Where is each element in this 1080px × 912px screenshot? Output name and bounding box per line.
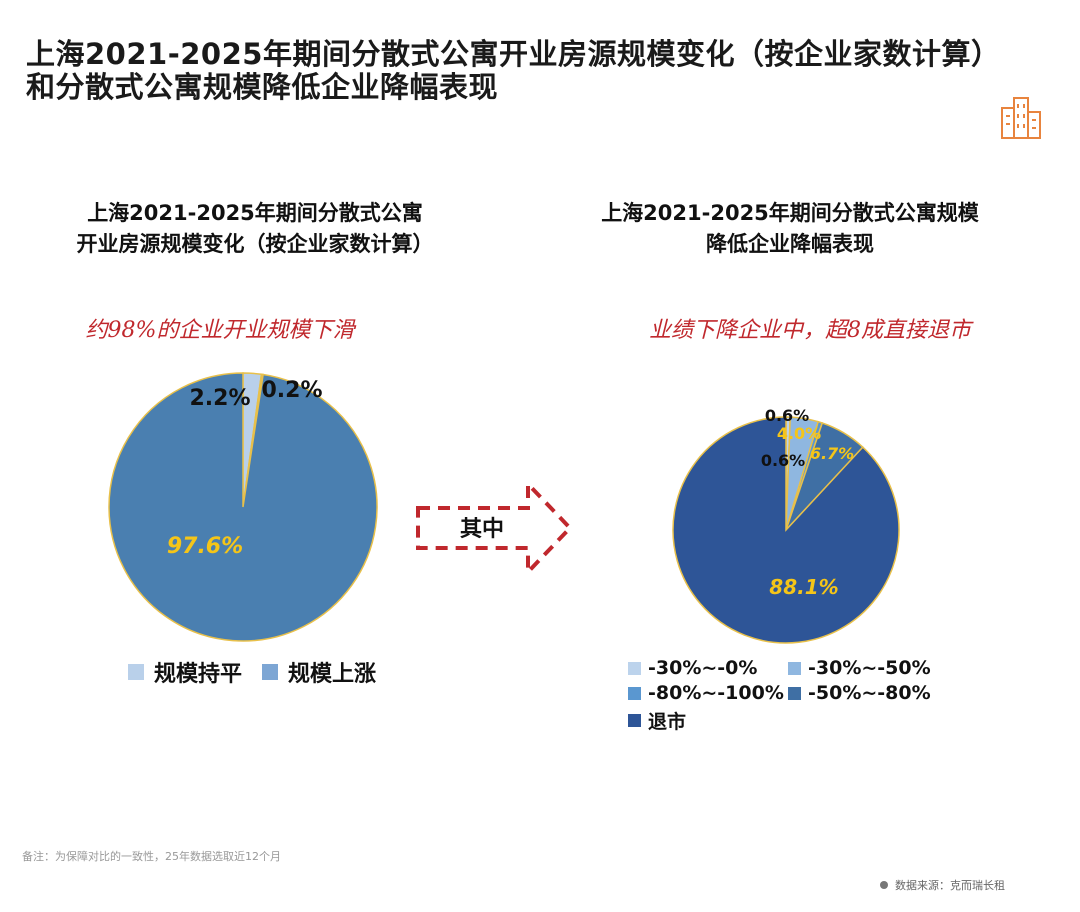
page-title-line-1: 上海2021-2025年期间分散式公寓开业房源规模变化（按企业家数计算） <box>26 37 1001 71</box>
legend-label: 规模持平 <box>154 662 243 687</box>
legend-item-30-50: -30%~-50% <box>788 657 931 679</box>
data-label: 97.6% <box>167 534 243 559</box>
legend-swatch <box>628 686 641 700</box>
arrow-label: 其中 <box>460 517 504 542</box>
legend-item-up: 规模上涨 <box>262 656 376 688</box>
legend-swatch <box>788 661 801 675</box>
page-title-line-2: 和分散式公寓规模降低企业降幅表现 <box>26 70 499 104</box>
right-chart-title: 上海2021-2025年期间分散式公寓规模 降低企业降幅表现 <box>560 198 1020 260</box>
legend-item-flat: 规模持平 <box>128 656 242 688</box>
legend-label: -30%~-0% <box>648 657 758 679</box>
data-label: 0.2% <box>261 378 322 403</box>
legend-label: -80%~-100% <box>648 682 784 704</box>
pie-slice <box>108 372 378 642</box>
legend-swatch <box>262 664 278 680</box>
right-chart-title-line-2: 降低企业降幅表现 <box>706 232 874 256</box>
dashed-arrow-icon: 其中 <box>416 479 573 577</box>
bullet-icon <box>880 881 888 889</box>
legend-item-80-100: -80%~-100% <box>628 682 784 704</box>
data-label: 0.6% <box>761 451 805 470</box>
page-title: 上海2021-2025年期间分散式公寓开业房源规模变化（按企业家数计算） 和分散… <box>26 38 1066 104</box>
legend-label: 退市 <box>648 711 687 733</box>
legend-swatch <box>628 661 641 675</box>
legend-item-50-80: -50%~-80% <box>788 682 931 704</box>
right-chart-title-line-1: 上海2021-2025年期间分散式公寓规模 <box>601 201 979 225</box>
footnote: 备注：为保障对比的一致性，25年数据选取近12个月 <box>22 850 281 863</box>
data-source-text: 数据来源：克而瑞长租 <box>895 879 1005 892</box>
legend-label: -50%~-80% <box>808 682 931 704</box>
building-icon <box>1001 97 1041 139</box>
legend-item-exit: 退市 <box>628 707 686 734</box>
arrow-callout: 其中 <box>410 478 580 582</box>
legend-item-0-30: -30%~-0% <box>628 657 757 679</box>
legend-swatch <box>128 664 144 680</box>
left-chart-title-line-2: 开业房源规模变化（按企业家数计算） <box>76 232 434 256</box>
data-source: 数据来源：克而瑞长租 <box>880 877 1005 893</box>
data-label: 6.7% <box>810 444 854 463</box>
data-label: 2.2% <box>189 386 250 411</box>
legend-label: 规模上涨 <box>288 662 377 687</box>
legend-label: -30%~-50% <box>808 657 931 679</box>
legend-swatch <box>628 714 641 727</box>
data-label: 0.6% <box>765 406 809 425</box>
legend-swatch <box>788 686 801 700</box>
data-label: 4.0% <box>777 424 821 443</box>
data-label: 88.1% <box>769 575 838 599</box>
pie-slice <box>672 416 900 644</box>
left-chart-title: 上海2021-2025年期间分散式公寓 开业房源规模变化（按企业家数计算） <box>30 198 480 260</box>
left-chart-annotation: 约98%的企业开业规模下滑 <box>85 318 355 343</box>
right-chart-annotation: 业绩下降企业中，超8成直接退市 <box>649 318 971 343</box>
left-chart-title-line-1: 上海2021-2025年期间分散式公寓 <box>87 201 423 225</box>
